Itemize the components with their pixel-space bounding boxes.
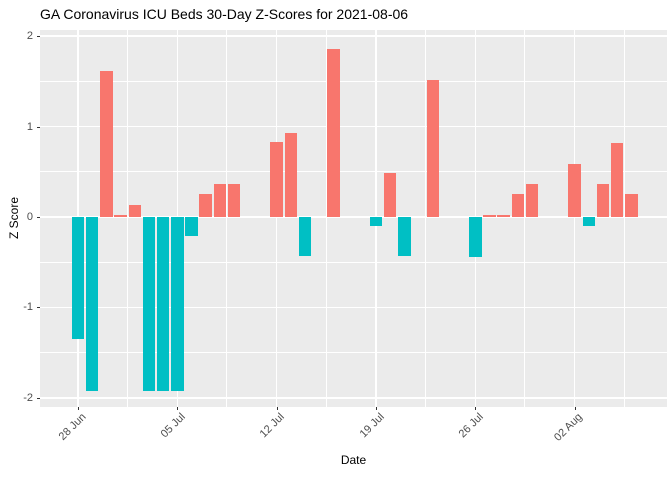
major-gridline-vertical	[573, 30, 576, 407]
bar-2021-07-12	[270, 141, 283, 217]
bar-2021-07-07	[199, 194, 212, 217]
bar-2021-07-06	[185, 217, 198, 236]
bar-2021-07-05	[171, 217, 184, 391]
bar-2021-06-29	[85, 217, 99, 391]
minor-gridline-vertical	[623, 30, 625, 407]
y-tick	[37, 217, 40, 218]
bar-2021-07-28	[497, 215, 510, 217]
bar-2021-07-20	[383, 172, 397, 217]
bar-2021-07-14	[298, 217, 312, 256]
minor-gridline-vertical	[325, 30, 327, 407]
minor-gridline-horizontal	[40, 171, 667, 173]
x-tick	[177, 407, 179, 410]
minor-gridline-horizontal	[40, 352, 667, 354]
bar-2021-07-08	[213, 184, 227, 217]
x-axis-title: Date	[340, 453, 367, 467]
bar-2021-07-21	[398, 217, 411, 256]
minor-gridline-vertical	[425, 30, 427, 407]
bar-2021-07-09	[227, 184, 241, 217]
bar-2021-07-01	[114, 215, 127, 217]
major-gridline-horizontal	[40, 397, 667, 399]
bar-2021-07-04	[156, 217, 170, 391]
major-gridline-vertical	[275, 30, 278, 407]
y-tick	[37, 126, 40, 128]
y-tick	[37, 36, 40, 38]
major-gridline-horizontal	[40, 35, 667, 37]
bar-2021-07-26	[469, 217, 482, 257]
major-gridline-horizontal	[40, 306, 667, 309]
major-gridline-horizontal	[40, 125, 667, 128]
bar-2021-07-16	[327, 48, 340, 217]
bar-2021-07-27	[483, 215, 496, 217]
minor-gridline-horizontal	[40, 80, 667, 82]
y-tick-label: 0	[26, 211, 33, 223]
x-tick-label: 26 Jul	[456, 411, 486, 441]
plot-panel	[40, 30, 667, 407]
minor-gridline-vertical	[127, 30, 129, 407]
minor-gridline-vertical	[226, 30, 228, 407]
bar-2021-07-02	[128, 205, 141, 217]
minor-gridline-vertical	[524, 30, 526, 407]
chart-title: GA Coronavirus ICU Beds 30-Day Z-Scores …	[40, 6, 409, 22]
bar-2021-06-30	[100, 70, 113, 217]
x-tick	[475, 407, 477, 410]
x-tick	[574, 407, 576, 410]
bar-2021-08-03	[582, 217, 596, 227]
y-tick-label: 2	[26, 30, 33, 43]
major-gridline-horizontal	[40, 216, 667, 218]
bar-2021-08-02	[568, 163, 581, 217]
bar-2021-07-13	[284, 132, 298, 217]
bar-2021-07-30	[525, 184, 539, 217]
x-tick-label: 12 Jul	[257, 411, 288, 441]
y-tick	[37, 307, 40, 309]
bar-2021-08-06	[625, 194, 638, 217]
x-tick-label: 19 Jul	[357, 411, 387, 441]
x-tick-label: 02 Aug	[552, 411, 586, 444]
bar-2021-06-28	[71, 217, 85, 340]
y-tick-label: -1	[23, 301, 33, 314]
x-tick	[375, 407, 377, 410]
bar-2021-07-19	[369, 217, 383, 227]
x-tick-label: 05 Jul	[158, 411, 188, 441]
bar-2021-07-29	[511, 194, 525, 217]
y-tick	[37, 397, 40, 399]
bar-2021-07-03	[142, 217, 156, 391]
x-tick	[276, 407, 278, 410]
x-tick-label: 28 Jun	[56, 411, 89, 443]
bar-2021-08-04	[596, 184, 610, 217]
minor-gridline-horizontal	[40, 261, 667, 263]
bar-2021-08-05	[610, 142, 624, 217]
bar-2021-07-23	[426, 80, 439, 217]
y-tick-label: -2	[23, 391, 33, 404]
y-tick-label: 1	[26, 120, 33, 133]
x-tick	[78, 407, 79, 410]
